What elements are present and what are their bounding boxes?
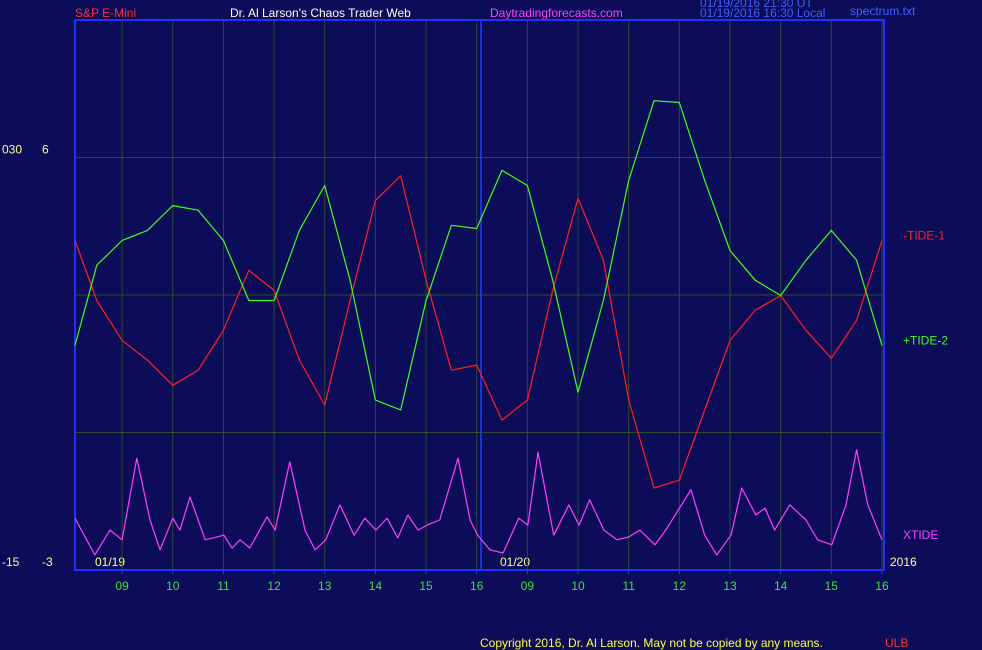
- y2-tick-label: 030: [2, 143, 22, 157]
- site-url: Daytradingforecasts.com: [490, 6, 623, 20]
- y2-tick-label: -15: [2, 555, 20, 569]
- x-tick-label: 11: [217, 579, 230, 593]
- timestamp-ut: 01/19/2016 21:30 UT: [700, 0, 813, 10]
- legend-label: XTIDE: [903, 528, 938, 542]
- date-label: 01/19: [95, 555, 125, 569]
- x-tick-label: 10: [571, 579, 585, 593]
- timestamp-local: 01/19/2016 16:30 Local: [700, 6, 825, 20]
- y-tick-label: -3: [42, 555, 53, 569]
- x-tick-label: 12: [267, 579, 281, 593]
- x-tick-label: 14: [774, 579, 788, 593]
- x-tick-label: 09: [115, 579, 129, 593]
- legend-label: +TIDE-2: [903, 334, 948, 348]
- x-tick-label: 10: [166, 579, 180, 593]
- x-tick-label: 16: [470, 579, 484, 593]
- symbol: S&P E-Mini: [75, 6, 136, 20]
- x-tick-label: 15: [419, 579, 433, 593]
- date-label: 01/20: [500, 555, 530, 569]
- series-line: [74, 100, 883, 411]
- copyright: Copyright 2016, Dr. Al Larson. May not b…: [480, 636, 823, 650]
- code: ULB: [885, 636, 908, 650]
- legend-label: -TIDE-1: [903, 229, 945, 243]
- x-tick-label: 13: [318, 579, 332, 593]
- y-tick-label: 6: [42, 143, 49, 157]
- x-tick-label: 11: [622, 579, 635, 593]
- plot-border: [74, 19, 885, 571]
- x-tick-label: 12: [673, 579, 687, 593]
- x-tick-label: 09: [521, 579, 535, 593]
- x-tick-label: 15: [825, 579, 839, 593]
- series-line: [74, 175, 883, 489]
- site-title: Dr. Al Larson's Chaos Trader Web: [230, 6, 411, 20]
- x-tick-label: 14: [369, 579, 383, 593]
- x-tick-label: 16: [875, 579, 889, 593]
- x-tick-label: 13: [723, 579, 737, 593]
- series-line: [74, 449, 883, 556]
- file-name: spectrum.txt: [850, 4, 916, 18]
- year-label: 2016: [890, 555, 917, 569]
